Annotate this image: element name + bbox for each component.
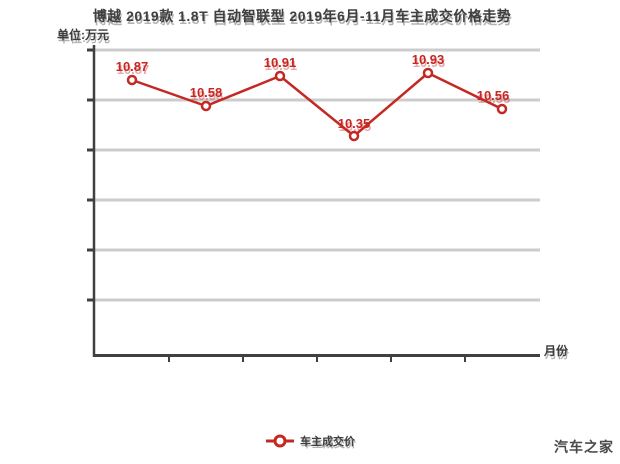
data-point-sep[interactable] (348, 130, 360, 142)
data-point-nov[interactable] (496, 103, 508, 115)
x-axis-ticks (168, 357, 466, 362)
data-point-label: 10.56 (476, 88, 510, 103)
data-point-aug[interactable] (274, 70, 286, 82)
data-point-oct[interactable] (422, 67, 434, 79)
x-axis-label: 月份 (544, 344, 569, 358)
data-point-label: 10.93 (411, 52, 445, 67)
legend-line-marker-icon (266, 434, 294, 448)
price-line (131, 71, 503, 138)
legend: 车主成交价 (0, 433, 620, 449)
watermark-logo: 汽车之家 (554, 439, 614, 455)
y-axis-unit-label: 单位:万元 (57, 28, 109, 42)
legend-label: 车主成交价 (300, 436, 355, 448)
chart-title: 博越 2019款 1.8T 自动智联型 2019年6月-11月车主成交价格走势 (92, 8, 512, 24)
data-point-label: 10.58 (189, 85, 223, 100)
data-point-label: 10.91 (263, 55, 297, 70)
data-point-label: 10.87 (115, 59, 149, 74)
data-point-jun[interactable] (126, 74, 138, 86)
data-points (126, 67, 508, 142)
gridlines (95, 48, 540, 302)
data-point-jul[interactable] (200, 100, 212, 112)
data-point-label: 10.35 (337, 116, 371, 131)
